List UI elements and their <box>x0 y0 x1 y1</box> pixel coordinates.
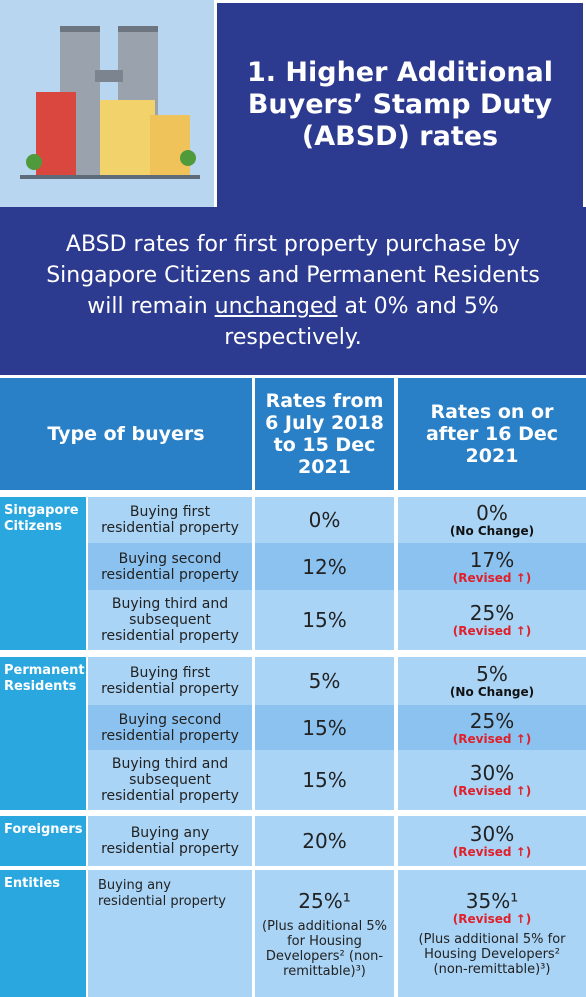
new-rate-cell: 17% (Revised ↑) <box>398 543 586 590</box>
rate-note: (Plus additional 5% for Housing Develope… <box>418 932 566 977</box>
new-rate: 25% <box>469 708 515 733</box>
old-rate-cell: 15% <box>255 590 394 650</box>
old-rate-cell: 12% <box>255 543 394 590</box>
new-rate: 17% <box>469 547 515 572</box>
rate-status: (Revised ↑) <box>452 912 532 926</box>
group-label: Foreigners <box>0 816 86 866</box>
column-header: Type of buyers <box>0 378 252 490</box>
new-rate-cell: 30% (Revised ↑) <box>398 750 586 810</box>
old-rate-cell: 0% <box>255 497 394 543</box>
rate-note: (Plus additional 5% for Housing Develope… <box>262 918 387 979</box>
group-label: Singapore Citizens <box>0 497 86 650</box>
new-rate: 30% <box>469 822 515 846</box>
new-rate-cell: 5% (No Change) <box>398 657 586 705</box>
old-rate: 25%¹ <box>298 888 351 913</box>
buyer-type: Buying third and subsequent residential … <box>88 750 252 810</box>
new-rate-cell: 0% (No Change) <box>398 497 586 543</box>
old-rate: 15% <box>302 715 347 740</box>
rate-status: (Revised ↑) <box>452 731 532 746</box>
rate-status: (Revised ↑) <box>452 570 532 585</box>
rate-status: (No Change) <box>449 685 535 699</box>
old-rate: 5% <box>308 669 341 693</box>
new-rate: 25% <box>469 601 515 625</box>
buyer-type: Buying first residential property <box>88 657 252 705</box>
intro-text: at 0% and 5% respectively. <box>224 294 499 350</box>
title: 1. Higher Additional Buyers’ Stamp Duty … <box>214 0 586 207</box>
new-rate-cell: 35%¹ (Revised ↑) (Plus additional 5% for H… <box>398 870 586 997</box>
new-rate: 0% <box>476 501 508 525</box>
new-rate-cell: 25% (Revised ↑) <box>398 705 586 750</box>
buyer-type: Buying any residential property <box>88 870 252 997</box>
buyer-type: Buying any residential property <box>88 816 252 866</box>
buildings-illustration <box>20 26 200 179</box>
rate-status: (No Change) <box>449 524 535 538</box>
new-rate-cell: 30% (Revised ↑) <box>398 816 586 866</box>
intro-emphasis: unchanged <box>214 294 338 319</box>
buyer-type: Buying second residential property <box>88 543 252 590</box>
old-rate-cell: 15% <box>255 705 394 750</box>
rate-status: (Revised ↑) <box>452 784 532 798</box>
old-rate: 15% <box>302 608 347 632</box>
buyer-type: Buying second residential property <box>88 705 252 750</box>
new-rate: 35%¹ <box>465 889 519 913</box>
group-label: Permanent Residents <box>0 657 86 810</box>
old-rate-cell: 5% <box>255 657 394 705</box>
old-rate: 15% <box>302 768 347 792</box>
column-header: Rates from 6 July 2018 to 15 Dec 2021 <box>255 378 394 490</box>
buyer-type: Buying third and subsequent residential … <box>88 590 252 650</box>
old-rate: 20% <box>302 829 347 853</box>
illustration-panel <box>0 0 214 207</box>
old-rate-cell: 20% <box>255 816 394 866</box>
rate-status: (Revised ↑) <box>452 624 532 638</box>
rate-status: (Revised ↑) <box>452 845 532 859</box>
group-label: Entities <box>0 870 86 997</box>
new-rate-cell: 25% (Revised ↑) <box>398 590 586 650</box>
new-rate: 5% <box>476 662 508 686</box>
intro-text: ABSD rates for first property purchase b… <box>28 229 558 353</box>
old-rate-cell: 25%¹ (Plus additional 5% for Housing Deve… <box>255 870 394 997</box>
intro-text: ABSD rates for first property purchase b… <box>46 232 540 319</box>
buyer-type: Buying first residential property <box>88 497 252 543</box>
old-rate-cell: 15% <box>255 750 394 810</box>
intro: ABSD rates for first property purchase b… <box>0 207 586 375</box>
old-rate: 12% <box>302 554 347 579</box>
column-header: Rates on or after 16 Dec 2021 <box>398 378 586 490</box>
old-rate: 0% <box>308 508 341 532</box>
new-rate: 30% <box>469 761 515 785</box>
